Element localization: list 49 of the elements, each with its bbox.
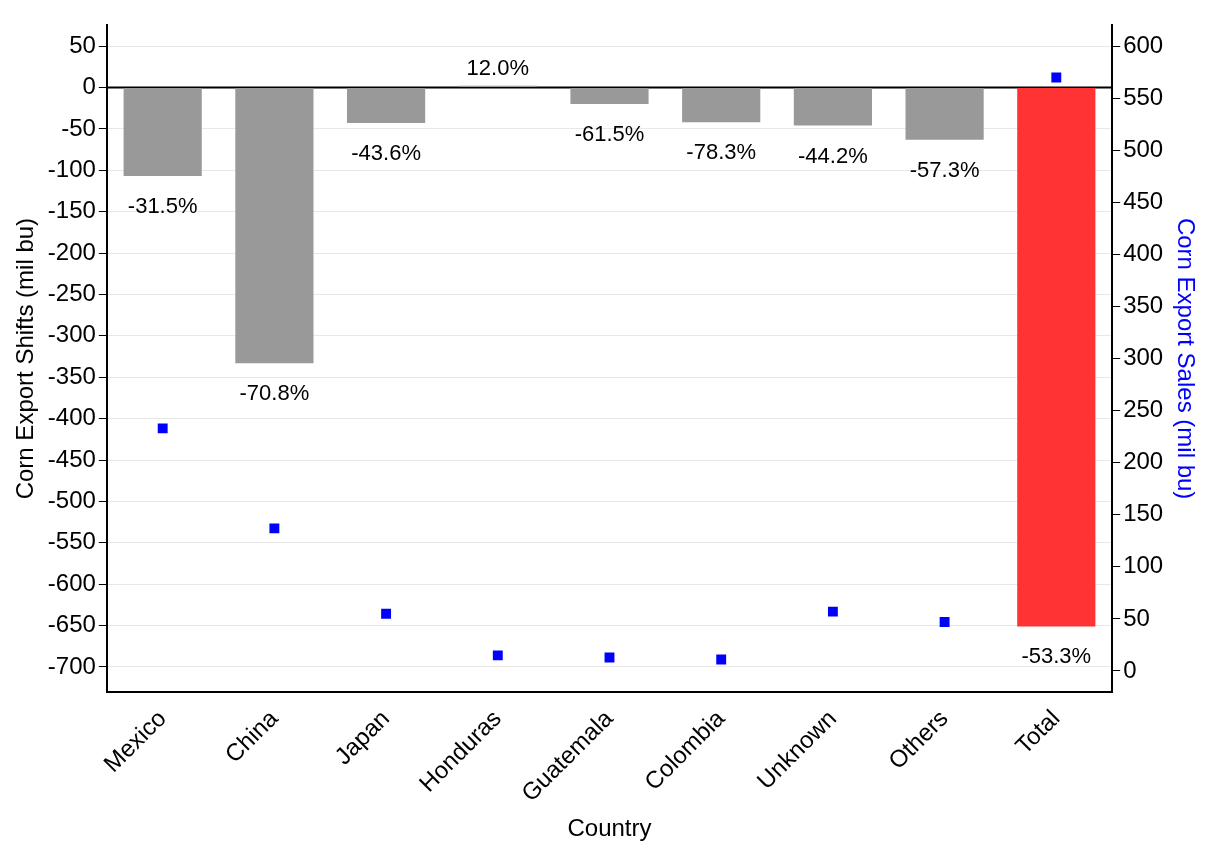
y-tick-label: -350: [47, 361, 96, 389]
y2-tick-label: 400: [1123, 239, 1164, 267]
point: [939, 617, 950, 628]
y2-tick-label: 350: [1123, 291, 1164, 319]
y2-tick-label: 200: [1123, 447, 1164, 475]
y-tick-label: -600: [47, 568, 96, 596]
y-tick-label: -300: [47, 320, 96, 348]
y-tick-label: -700: [47, 651, 96, 679]
y2-tick-label: 550: [1123, 82, 1164, 110]
y-tick-label: -150: [47, 196, 96, 224]
y2-tick-label: 250: [1123, 395, 1164, 423]
annotation: -31.5%: [127, 193, 198, 219]
y2-axis-title: Corn Export Sales (mil bu): [1172, 217, 1200, 500]
y-tick-label: -550: [47, 527, 96, 555]
annotation: -78.3%: [686, 139, 757, 165]
y-tick-label: 0: [82, 72, 96, 100]
annotation: -70.8%: [239, 380, 310, 406]
y2-tick-label: 100: [1123, 551, 1164, 579]
annotation: -44.2%: [798, 142, 868, 168]
point: [269, 523, 280, 534]
annotation: -53.3%: [1021, 643, 1092, 669]
y2-tick-label: 150: [1123, 499, 1164, 527]
y-tick-label: -450: [47, 444, 96, 472]
y2-tick-label: 300: [1123, 343, 1164, 371]
y-tick-label: -200: [47, 237, 96, 265]
y-tick-label: -500: [47, 486, 96, 514]
point: [827, 606, 838, 617]
y2-tick-label: 450: [1123, 187, 1164, 215]
y-tick-label: -400: [47, 403, 96, 431]
y-tick-label: -650: [47, 610, 96, 638]
y-tick-label: -250: [47, 279, 96, 307]
y2-tick-label: 600: [1123, 30, 1164, 58]
point: [716, 654, 727, 665]
point: [157, 423, 168, 434]
y2-tick-label: 50: [1123, 603, 1150, 631]
y2-tick-label: 500: [1123, 134, 1164, 162]
annotation: 12.0%: [466, 54, 529, 80]
y-tick-label: 50: [69, 30, 96, 58]
point: [1051, 72, 1062, 83]
x-axis-title: Country: [567, 814, 652, 842]
y-tick-label: -50: [61, 113, 96, 141]
y-axis-title: Corn Export Shifts (mil bu): [11, 217, 39, 500]
point: [381, 608, 392, 619]
y-tick-label: -100: [47, 154, 96, 182]
annotation: -61.5%: [574, 121, 645, 147]
annotation: -57.3%: [909, 156, 980, 182]
y2-tick-label: 0: [1123, 655, 1137, 683]
annotation: -43.6%: [351, 140, 421, 166]
point: [492, 650, 503, 661]
